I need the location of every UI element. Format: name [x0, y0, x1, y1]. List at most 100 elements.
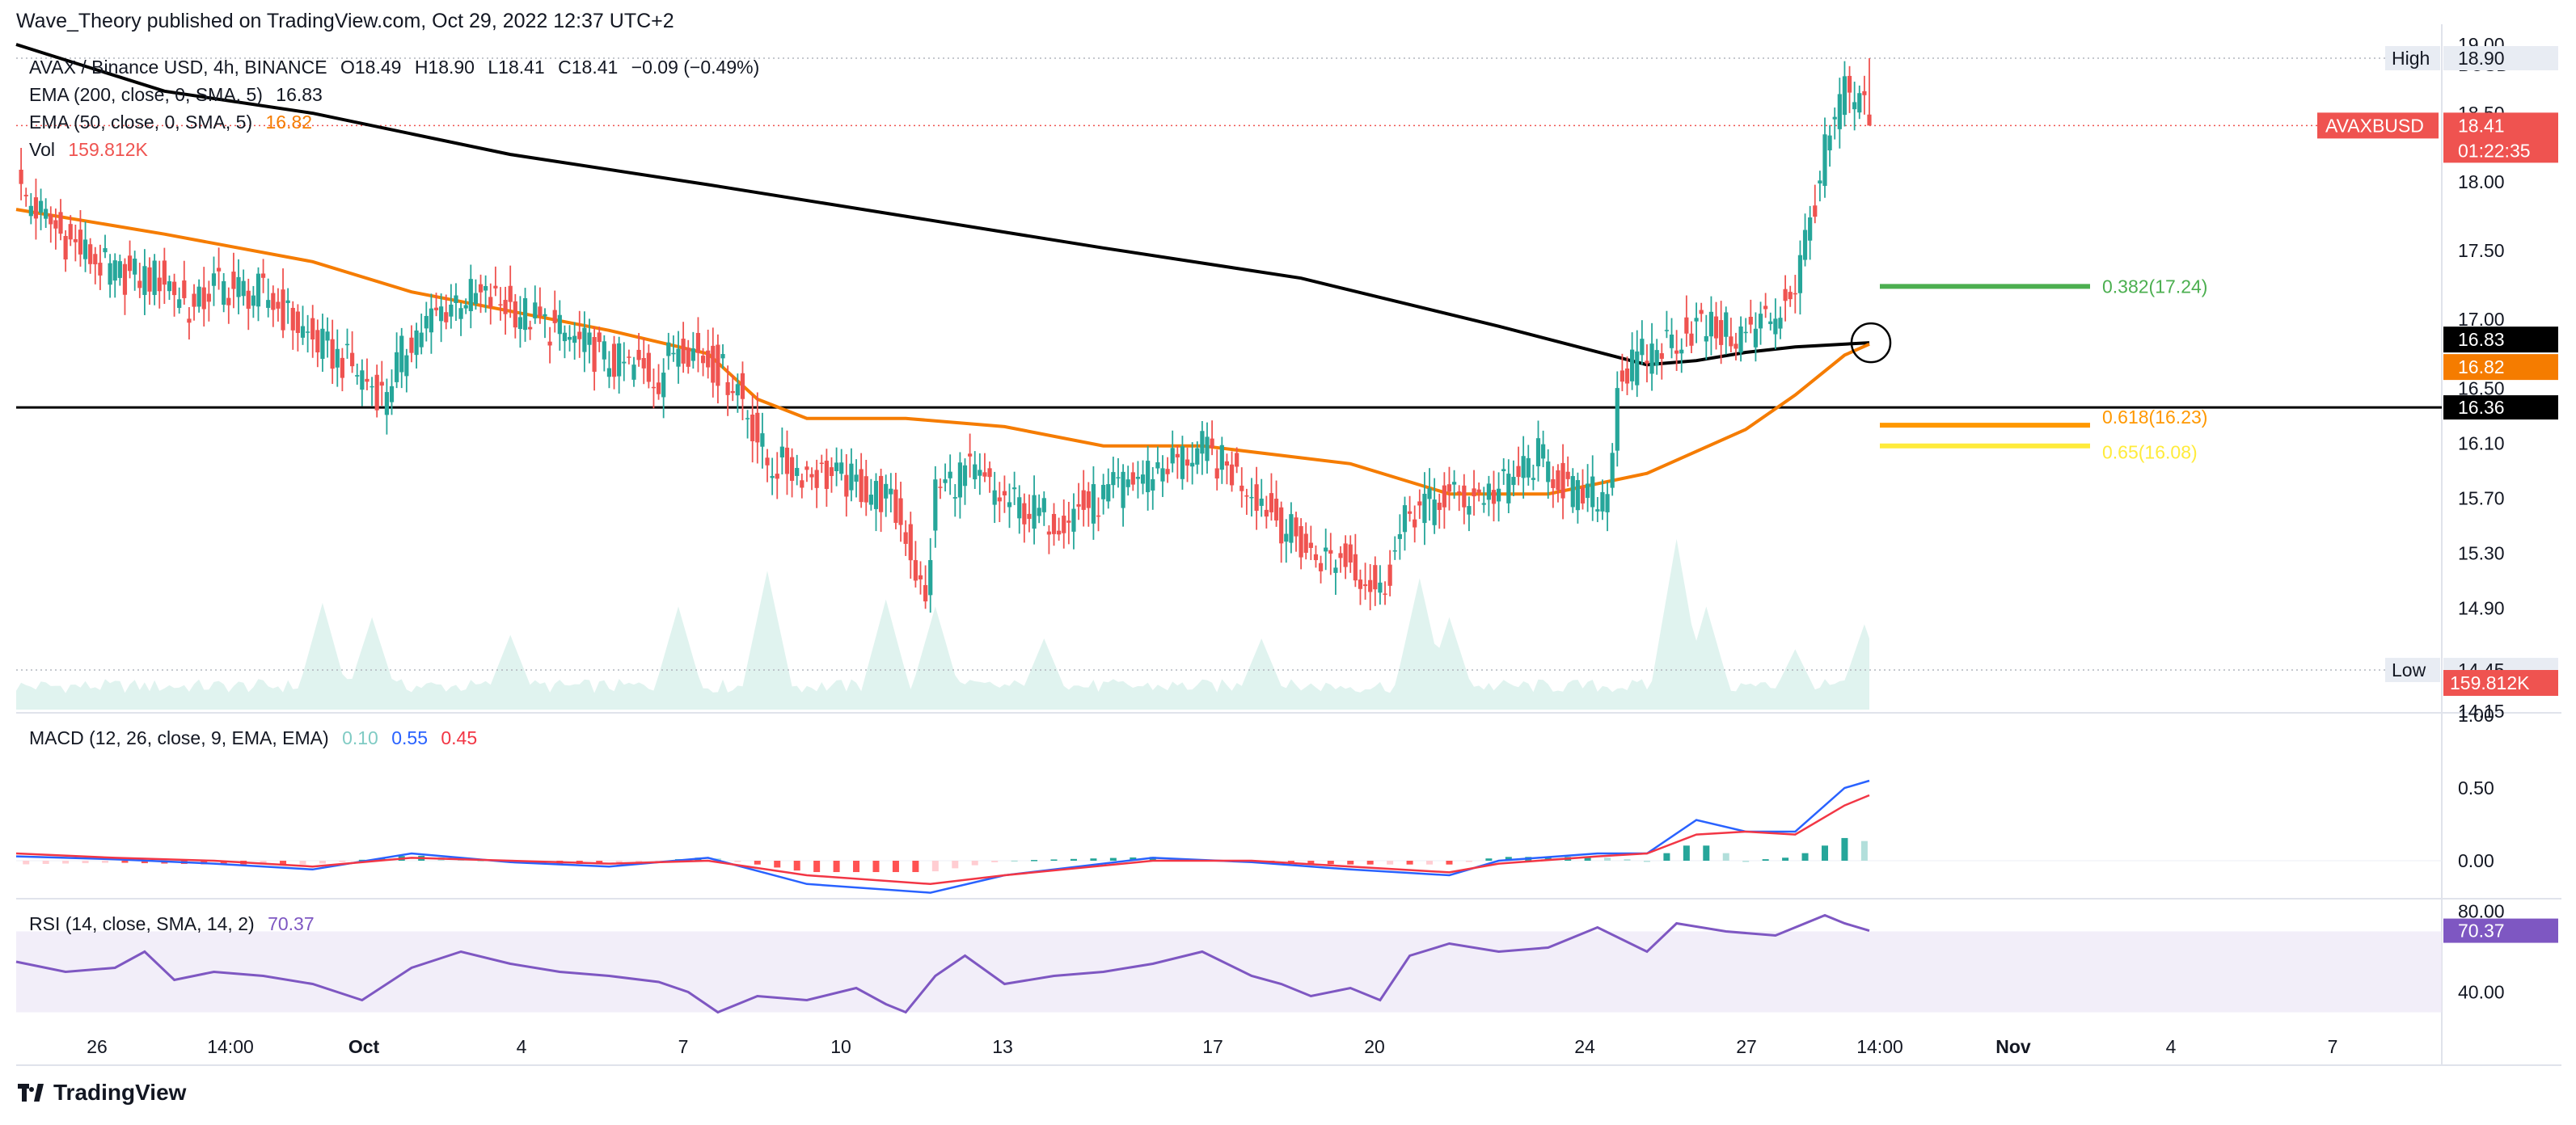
candle-body [517, 317, 523, 329]
candle [19, 148, 23, 200]
candle [1155, 446, 1160, 474]
candle-body [1674, 350, 1679, 354]
candle [246, 278, 251, 331]
candle [1546, 449, 1551, 499]
tradingview-logo[interactable]: TradingView [18, 1080, 186, 1106]
candle [543, 308, 547, 339]
candle [602, 335, 606, 372]
candle-body [201, 287, 206, 310]
candle [478, 274, 484, 314]
candle-body [1813, 205, 1818, 217]
candle [1649, 322, 1654, 391]
candle-body [1743, 331, 1748, 334]
candle [1802, 213, 1808, 267]
candle-body [992, 490, 997, 505]
candle [1595, 497, 1600, 523]
candle [1165, 457, 1170, 483]
candle [93, 246, 98, 284]
candle-body [1837, 94, 1842, 129]
macd-histogram-bar [872, 861, 880, 873]
candle [389, 369, 395, 415]
candle [1422, 472, 1427, 546]
candle-body [1284, 533, 1289, 542]
candle [78, 209, 83, 267]
macd-legend[interactable]: MACD (12, 26, close, 9, EMA, EMA) 0.10 0… [29, 727, 477, 749]
rsi-label: RSI (14, close, SMA, 14, 2) [29, 913, 255, 934]
candle-body [1081, 490, 1086, 510]
candle-body [1600, 491, 1605, 512]
candle-body [1121, 471, 1125, 508]
candle-body [1778, 318, 1783, 329]
candle-body [1535, 438, 1541, 466]
ema200-legend[interactable]: EMA (200, close, 0, SMA, 5) 16.83 [29, 84, 331, 106]
candle [617, 336, 622, 394]
candle-body [552, 310, 557, 323]
rsi-legend[interactable]: RSI (14, close, SMA, 14, 2) 70.37 [29, 913, 315, 935]
candle [1062, 499, 1066, 549]
candle-body [1565, 471, 1570, 479]
candle-body [582, 327, 587, 352]
macd-histogram-bar [931, 861, 939, 872]
macd-histogram-bar [23, 861, 30, 865]
candle-body [1802, 230, 1808, 260]
candle-body [23, 195, 28, 196]
candle [310, 305, 315, 358]
candle [1551, 466, 1556, 508]
candle-body [355, 375, 360, 377]
candle [1808, 205, 1813, 260]
candle-body [78, 230, 83, 255]
macd-histogram-bar [1742, 861, 1750, 862]
candle [1640, 320, 1645, 365]
candle [646, 344, 651, 389]
candle-body [740, 373, 745, 399]
candle-body [152, 260, 157, 295]
candle-body [1575, 480, 1580, 511]
candle [433, 293, 439, 317]
time-tick-label: 14:00 [207, 1036, 254, 1057]
macd-histogram-bar [991, 861, 999, 862]
candle [1066, 501, 1071, 545]
macd-histogram-bar [1643, 861, 1650, 862]
candle-body [943, 479, 948, 483]
candle [330, 319, 335, 385]
candle-body [1066, 520, 1071, 523]
macd-histogram-bar [121, 861, 129, 863]
candle [770, 457, 775, 495]
candle [1832, 107, 1837, 140]
candle [775, 452, 779, 499]
candle-body [112, 260, 117, 281]
candle [1442, 472, 1446, 529]
candle-body [824, 461, 829, 489]
candle [913, 541, 918, 588]
candle [444, 294, 449, 330]
candle-body [1259, 498, 1264, 506]
ema50-legend[interactable]: EMA (50, close, 0, SMA, 5) 16.82 [29, 112, 320, 133]
candle [1343, 535, 1348, 579]
candle-body [19, 169, 23, 184]
candle [918, 561, 923, 595]
candle [458, 302, 463, 336]
candle [1521, 436, 1526, 499]
candle [978, 453, 982, 495]
candle-body [1797, 255, 1803, 293]
candle [370, 377, 374, 407]
candle-body [1491, 490, 1497, 504]
macd-histogram-bar [1801, 853, 1809, 861]
candle [399, 327, 404, 389]
candle-body [844, 474, 849, 497]
candle-body [1219, 445, 1224, 470]
volume-legend[interactable]: Vol 159.812K [29, 139, 156, 161]
candle-body [1467, 506, 1472, 515]
candle-body [177, 299, 182, 308]
candle-body [251, 295, 255, 306]
candle-body [226, 297, 231, 305]
candle [1017, 485, 1022, 534]
change-value: −0.09 (−0.49%) [631, 57, 760, 78]
countdown-text: 01:22:35 [2458, 140, 2531, 161]
candle [1541, 430, 1546, 468]
symbol-label[interactable]: AVAX / Binance USD, 4h, BINANCE [29, 57, 327, 78]
candle [1664, 310, 1670, 339]
candle-body [1649, 343, 1654, 374]
candle [725, 365, 730, 416]
